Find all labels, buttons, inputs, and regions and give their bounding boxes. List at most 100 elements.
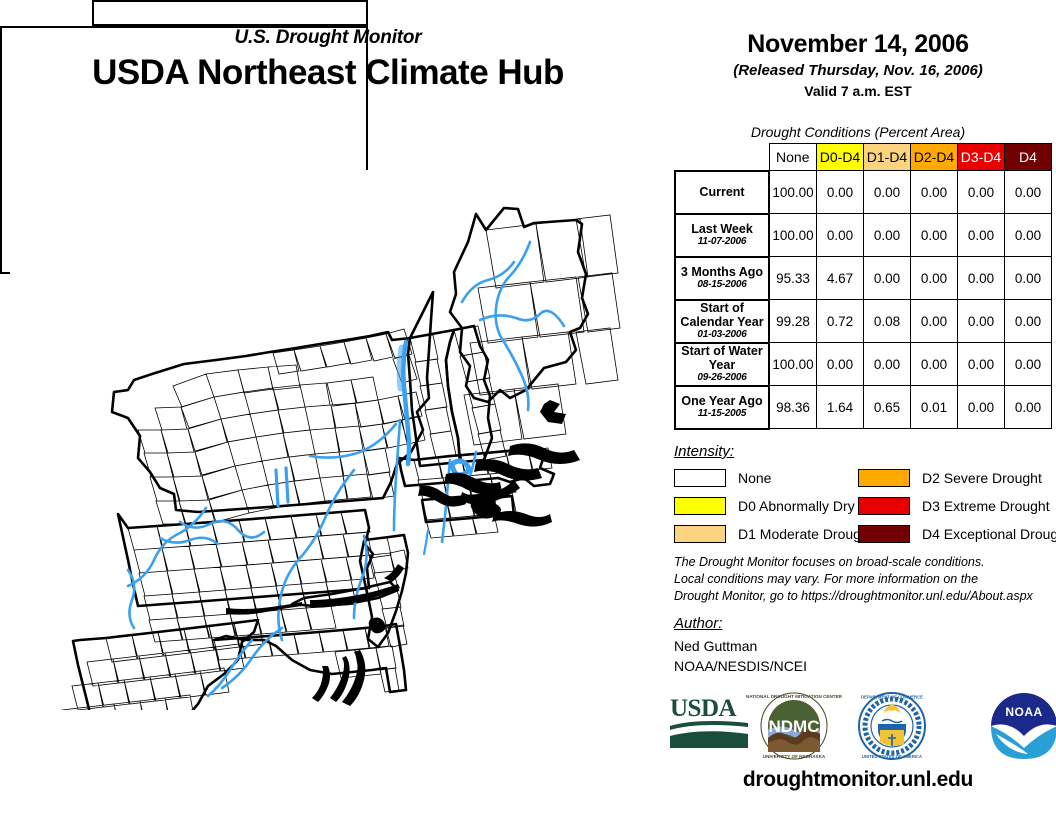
row-label: 3 Months Ago 08-15-2006 [674,255,770,301]
map-svg [10,170,660,710]
row-label-text: Start of Water Year [681,344,763,373]
row-label-text: 3 Months Ago [680,265,764,280]
legend-swatch [858,525,910,543]
table-cell: 0.00 [910,256,958,300]
table-row: One Year Ago 11-15-2005 98.36 1.64 0.65 0.01 0… [674,384,1052,430]
legend-item: D2 Severe Drought [858,466,1056,490]
table-row: Start of Water Year 09-26-2006 100.00 0.00 0… [674,341,1052,387]
table-cell: 0.00 [957,342,1005,386]
intensity-legend-left: None D0 Abnormally Dry D1 Moderate Drought [674,466,873,550]
title-block: U.S. Drought Monitor USDA Northeast Clim… [0,27,656,92]
table-cell: 0.00 [863,213,911,257]
table-cell: 4.67 [816,256,864,300]
row-label-text: Start of Calendar Year [680,301,764,330]
legend-label: D2 Severe Drought [922,470,1042,486]
date-block: November 14, 2006 (Released Thursday, No… [660,30,1056,99]
disclaimer-line-3: Drought Monitor, go to https://droughtmo… [674,588,1033,603]
table-cell: 0.00 [816,342,864,386]
table-caption: Drought Conditions (Percent Area) [750,124,966,140]
table-row: 3 Months Ago 08-15-2006 95.33 4.67 0.00 0.00 0… [674,255,1052,301]
table-cell: 1.64 [816,385,864,429]
row-label: Last Week 11-07-2006 [674,212,770,258]
column-header-d1-d4: D1-D4 [863,143,911,171]
table-cell: 0.00 [816,170,864,214]
legend-label: D1 Moderate Drought [738,526,873,542]
released-date: (Released Thursday, Nov. 16, 2006) [733,62,983,79]
table-cell: 0.72 [816,299,864,343]
logo-strip-svg: USDA NDMC NATIONAL DROUGHT MITIGATION CE… [670,692,1056,760]
legend-label: D0 Abnormally Dry [738,498,855,514]
table-cell: 0.00 [957,385,1005,429]
table-cell: 99.28 [768,299,817,343]
table-row: Current 100.00 0.00 0.00 0.00 0.00 0.00 [674,169,1052,215]
table-cell: 0.00 [863,256,911,300]
drought-map [10,170,660,710]
table-cell: 0.00 [1004,385,1052,429]
table-body: Current 100.00 0.00 0.00 0.00 0.00 0.00 Last We… [674,169,1052,430]
author-affiliation: NOAA/NESDIS/NCEI [674,658,808,675]
table-cell: 98.36 [768,385,817,429]
column-header-d3-d4: D3-D4 [957,143,1005,171]
table-cell: 0.00 [957,299,1005,343]
svg-text:NOAA: NOAA [1005,705,1042,719]
table-cell: 0.00 [816,213,864,257]
legend-swatch [674,497,726,515]
author-block: Ned Guttman NOAA/NESDIS/NCEI [674,636,807,677]
table-cell: 0.00 [957,256,1005,300]
row-label: Current [674,169,770,215]
table-header-row-inner: None D0-D4 D1-D4 D2-D4 D3-D4 D4 [675,143,1052,171]
legend-label: None [738,470,772,486]
page-title: USDA Northeast Climate Hub [92,52,564,92]
table-cell: 100.00 [768,342,817,386]
drought-conditions-table: None D0-D4 D1-D4 D2-D4 D3-D4 D4 Current 100.00… [674,143,1052,430]
table-cell: 0.00 [1004,299,1052,343]
table-cell: 0.00 [1004,170,1052,214]
legend-item: D1 Moderate Drought [674,522,873,546]
legend-item: None [674,466,873,490]
map-background [10,170,660,710]
row-label: Start of Calendar Year 01-03-2006 [674,298,770,344]
disclaimer-text: The Drought Monitor focuses on broad-sca… [674,554,1054,605]
table-cell: 0.00 [957,213,1005,257]
legend-label: D4 Exceptional Drought [922,526,1056,542]
table-row: Last Week 11-07-2006 100.00 0.00 0.00 0.00 0.0… [674,212,1052,258]
table-cell: 0.00 [863,170,911,214]
ndmc-logo: NDMC NATIONAL DROUGHT MITIGATION CENTER … [746,692,843,760]
disclaimer-line-2: Local conditions may vary. For more info… [674,571,979,586]
svg-text:USDA: USDA [670,695,737,722]
table-cell: 100.00 [768,213,817,257]
table-cell: 0.00 [1004,342,1052,386]
table-cell: 0.00 [957,170,1005,214]
legend-swatch [674,469,726,487]
usda-logo: USDA [670,695,748,748]
row-label-text: One Year Ago [681,394,763,409]
table-cell: 0.08 [863,299,911,343]
legend-swatch [858,497,910,515]
legend-item: D3 Extreme Drought [858,494,1056,518]
table-header-frame [92,0,368,26]
svg-text:UNIVERSITY OF NEBRASKA: UNIVERSITY OF NEBRASKA [763,754,826,759]
table-corner-cell [675,144,769,171]
coastline-detail [226,400,580,706]
table-cell: 0.00 [910,299,958,343]
svg-text:NDMC: NDMC [769,717,820,736]
row-label-date: 11-15-2005 [697,408,747,420]
report-date: November 14, 2006 [747,30,969,58]
usdc-logo: DEPARTMENT OF COMMERCE UNITED STATES OF … [858,692,926,760]
table-cell: 0.00 [1004,256,1052,300]
author-name: Ned Guttman [674,638,758,654]
row-label: Start of Water Year 09-26-2006 [674,341,770,387]
row-label-text: Current [699,185,745,199]
valid-time: Valid 7 a.m. EST [804,83,912,99]
legend-label: D3 Extreme Drought [922,498,1050,514]
table-cell: 0.00 [1004,213,1052,257]
noaa-logo: NOAA [991,693,1056,759]
table-cell: 100.00 [768,170,817,214]
column-header-d0-d4: D0-D4 [816,143,864,171]
logo-strip: USDA NDMC NATIONAL DROUGHT MITIGATION CE… [660,690,1056,762]
legend-item: D4 Exceptional Drought [858,522,1056,546]
column-header-d4: D4 [1004,143,1052,171]
table-row: Start of Calendar Year 01-03-2006 99.28 0.7… [674,298,1052,344]
svg-text:UNITED STATES OF AMERICA: UNITED STATES OF AMERICA [862,754,922,759]
table-cell: 0.00 [910,170,958,214]
